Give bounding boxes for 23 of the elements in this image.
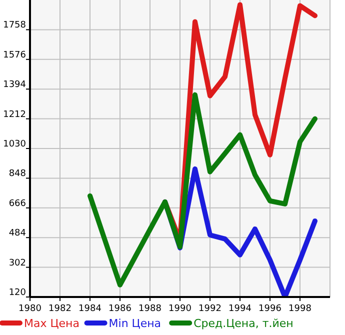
y-tick-label: 1758 — [3, 20, 26, 31]
y-tick-label: 302 — [8, 258, 26, 268]
x-tick-label: 1988 — [138, 304, 162, 314]
x-tick-label: 1982 — [48, 304, 72, 314]
y-tick-label: 1394 — [3, 80, 26, 90]
y-tick-label: 848 — [8, 169, 26, 180]
x-tick-label: 1990 — [168, 304, 192, 314]
y-tick-label: 1030 — [3, 140, 26, 150]
x-tick-label: 1984 — [78, 304, 102, 314]
x-tick-label: 1980 — [18, 304, 42, 314]
legend-label: Max Цена — [24, 317, 80, 330]
y-tick-label: 120 — [8, 288, 26, 298]
x-tick-label: 1996 — [258, 304, 282, 314]
y-tick-label: 1576 — [3, 50, 26, 60]
legend-label: Сред.Цена, т.йен — [194, 317, 294, 330]
x-tick-label: 1994 — [228, 304, 252, 314]
x-tick-label: 1998 — [288, 304, 312, 314]
x-tick-label: 1986 — [108, 304, 132, 314]
legend-label: Min Цена — [108, 317, 162, 330]
y-tick-label: 484 — [8, 228, 26, 239]
y-tick-label: 666 — [8, 198, 26, 209]
x-tick-label: 1992 — [198, 304, 222, 314]
y-tick-label: 1212 — [3, 110, 26, 120]
